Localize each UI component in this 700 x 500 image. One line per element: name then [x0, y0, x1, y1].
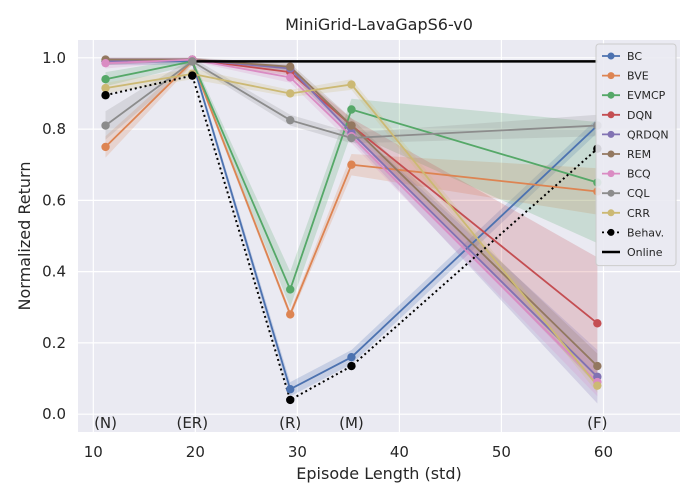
legend-swatch-marker [607, 170, 615, 178]
y-tick-label: 0.2 [42, 334, 66, 352]
legend-label: Behav. [627, 226, 664, 239]
x-tick-label: 10 [84, 443, 103, 461]
legend-label: CQL [627, 187, 650, 200]
point-rem [286, 62, 295, 71]
annotation-label: (N) [94, 414, 117, 432]
point-bve [101, 142, 110, 152]
legend-label: CRR [627, 207, 650, 220]
legend-item-evmcp: EVMCP [602, 89, 666, 102]
x-tick-label: 50 [492, 443, 511, 461]
point-rem [347, 121, 356, 130]
point-crr [286, 89, 295, 98]
point-cql [347, 133, 356, 143]
point-crr [593, 381, 602, 390]
legend-label: BCQ [627, 168, 651, 181]
point-bcq [101, 58, 110, 68]
legend: BC BVE EVMCP DQN QRDQN REM BCQ CQL CRR Behav. Onli… [595, 43, 677, 267]
chart-title: MiniGrid-LavaGapS6-v0 [285, 15, 473, 34]
legend-item-qrdqn: QRDQN [602, 128, 669, 141]
y-tick-label: 0.0 [42, 405, 66, 423]
grid [78, 40, 680, 432]
point-dqn [593, 319, 602, 328]
plot-background [78, 40, 680, 432]
band-cql [105, 57, 598, 144]
legend-label: BVE [627, 70, 649, 83]
point-behav [101, 91, 110, 100]
x-axis-ticks: 10 20 30 40 50 60 [84, 443, 613, 461]
episode-annotations: (N) (ER) (R) (M) (F) [94, 414, 607, 432]
annotation-label: (M) [339, 414, 364, 432]
point-bcq [286, 73, 295, 82]
point-bc [347, 352, 356, 362]
legend-item-behav: Behav. [602, 226, 664, 239]
point-behav [347, 361, 356, 371]
annotation-label: (ER) [176, 414, 208, 432]
y-tick-label: 0.6 [42, 191, 66, 209]
legend-item-bve: BVE [602, 70, 649, 83]
point-cql [286, 115, 295, 125]
legend-swatch-marker [607, 91, 615, 99]
legend-label: Online [627, 246, 663, 259]
legend-label: DQN [627, 109, 652, 122]
annotation-label: (R) [279, 414, 301, 432]
point-bve [347, 160, 356, 169]
legend-swatch-marker [607, 130, 615, 138]
legend-swatch-marker [607, 52, 615, 60]
band-bve [105, 57, 598, 319]
legend-label: QRDQN [627, 128, 669, 141]
legend-item-rem: REM [602, 148, 651, 161]
point-crr [101, 83, 110, 93]
legend-swatch-marker [607, 189, 615, 197]
point-cql [101, 121, 110, 130]
y-tick-label: 0.8 [42, 120, 66, 138]
legend-item-bcq: BCQ [602, 168, 651, 181]
legend-swatch-marker [607, 150, 615, 158]
point-cql [188, 57, 197, 66]
legend-swatch-marker [607, 209, 615, 217]
y-tick-label: 1.0 [42, 49, 66, 67]
point-rem [593, 361, 602, 371]
y-axis-label: Normalized Return [15, 162, 34, 311]
legend-item-online: Online [602, 246, 663, 259]
legend-item-cql: CQL [602, 187, 650, 200]
legend-label: BC [627, 50, 642, 63]
legend-swatch-marker [607, 72, 615, 80]
y-axis-ticks: 0.0 0.2 0.4 0.6 0.8 1.0 [42, 49, 66, 423]
point-crr [347, 80, 356, 89]
x-tick-label: 30 [288, 443, 307, 461]
legend-swatch-marker [607, 228, 615, 236]
legend-box [595, 43, 677, 267]
point-behav [286, 395, 295, 405]
legend-swatch-marker [607, 111, 615, 119]
point-evmcp [101, 75, 110, 84]
x-axis-label: Episode Length (std) [296, 464, 461, 483]
x-tick-label: 60 [594, 443, 613, 461]
legend-label: EVMCP [627, 89, 666, 102]
legend-item-dqn: DQN [602, 109, 652, 122]
y-tick-label: 0.4 [42, 263, 66, 281]
point-bve [286, 310, 295, 319]
point-behav [188, 71, 197, 80]
x-tick-label: 40 [390, 443, 409, 461]
band-evmcp [105, 57, 598, 308]
series-points [101, 55, 602, 405]
point-evmcp [347, 105, 356, 114]
legend-label: REM [627, 148, 651, 161]
x-tick-label: 20 [186, 443, 205, 461]
annotation-label: (F) [587, 414, 607, 432]
point-bc [286, 385, 295, 394]
legend-item-bc: BC [602, 50, 642, 63]
legend-item-crr: CRR [602, 207, 650, 220]
point-evmcp [286, 285, 295, 294]
